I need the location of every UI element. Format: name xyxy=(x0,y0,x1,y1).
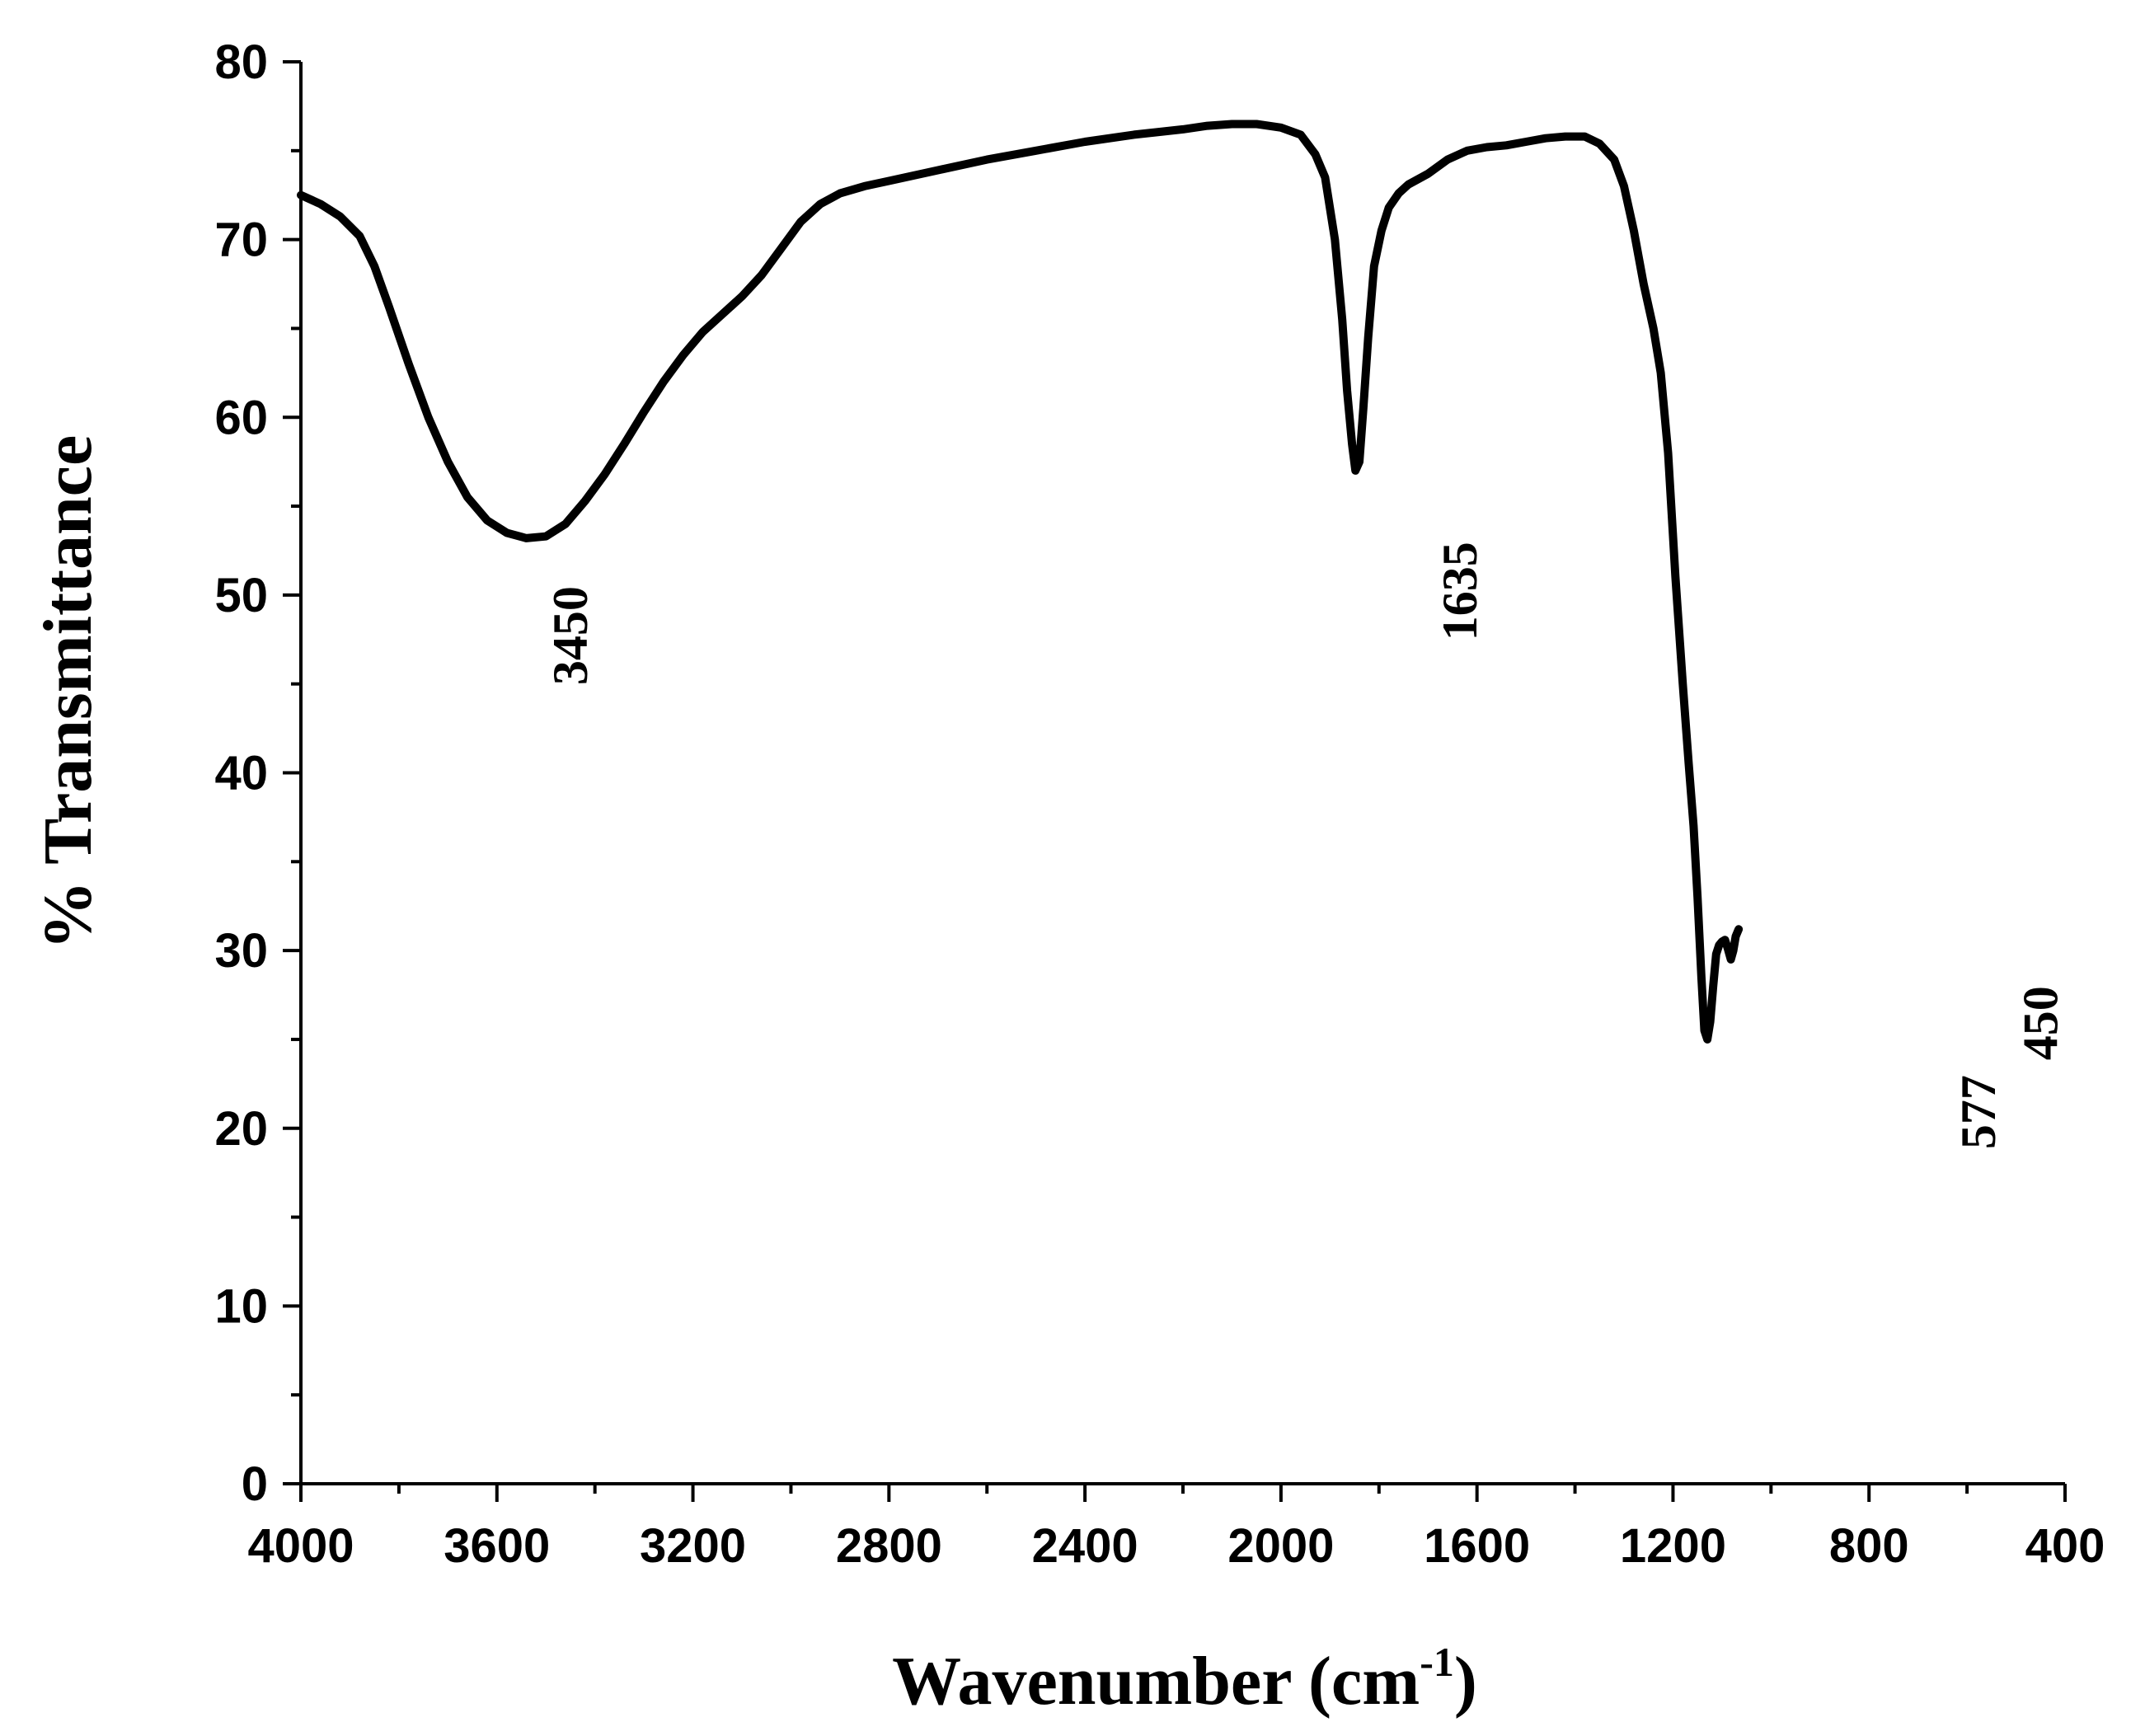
y-tick-label: 0 xyxy=(242,1457,268,1511)
x-tick-label: 2400 xyxy=(1032,1519,1138,1573)
y-tick-label: 70 xyxy=(214,213,268,267)
peak-label: 450 xyxy=(2013,986,2068,1060)
y-tick-label: 60 xyxy=(214,391,268,444)
x-tick-label: 800 xyxy=(1829,1519,1909,1573)
axes: 0 10 20 30 40 50 60 70 80 4000 3600 3200 2800 2400 20… xyxy=(214,35,2105,1573)
y-tick-label: 20 xyxy=(214,1102,268,1156)
x-tick-label: 2000 xyxy=(1227,1519,1334,1573)
y-tick-label: 80 xyxy=(214,35,268,89)
x-axis-title-text: Wavenumber (cm xyxy=(892,1643,1420,1720)
x-tick-label: 2800 xyxy=(836,1519,942,1573)
x-tick-label: 400 xyxy=(2025,1519,2105,1573)
x-axis-title-superscript: -1 xyxy=(1420,1639,1454,1685)
y-axis-title: % Transmittance xyxy=(30,435,106,950)
y-tick-label: 30 xyxy=(214,924,268,978)
x-tick-label: 1200 xyxy=(1620,1519,1726,1573)
x-axis-title-close: ) xyxy=(1454,1643,1477,1720)
y-tick-label: 50 xyxy=(214,569,268,622)
peak-label: 3450 xyxy=(543,586,598,685)
x-tick-label: 4000 xyxy=(247,1519,354,1573)
x-tick-label: 1600 xyxy=(1424,1519,1530,1573)
x-tick-label: 3200 xyxy=(640,1519,746,1573)
y-tick-label: 40 xyxy=(214,747,268,800)
y-tick-label: 10 xyxy=(214,1279,268,1333)
peak-label: 577 xyxy=(1951,1075,2006,1149)
x-axis-title: Wavenumber (cm-1) xyxy=(892,1639,1477,1720)
x-ticks: 4000 3600 3200 2800 2400 2000 1600 1200 800 400 xyxy=(247,1484,2105,1573)
x-tick-label: 3600 xyxy=(444,1519,550,1573)
spectrum-line xyxy=(297,120,1744,1044)
y-ticks: 0 10 20 30 40 50 60 70 80 xyxy=(214,35,301,1511)
peak-label: 1635 xyxy=(1433,542,1487,640)
